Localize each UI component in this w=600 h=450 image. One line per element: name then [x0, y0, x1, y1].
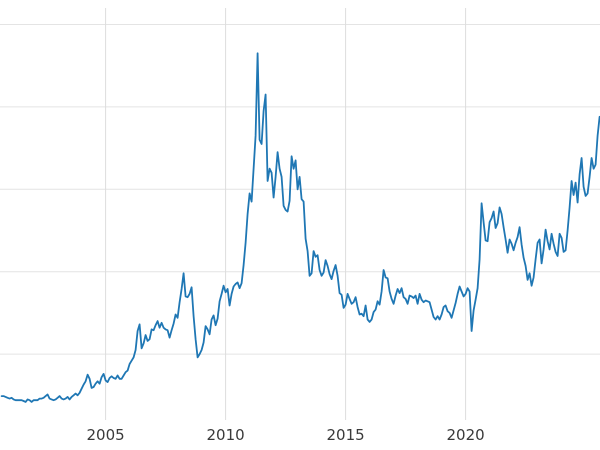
data-series [0, 52, 600, 403]
price-series-line [0, 52, 600, 403]
x-axis-tick-labels: 2005 2010 2015 2020 [87, 426, 485, 444]
x-tick-label: 2020 [447, 426, 485, 444]
x-tick-label: 2005 [87, 426, 125, 444]
x-tick-label: 2010 [207, 426, 245, 444]
x-tick-label: 2015 [327, 426, 365, 444]
vertical-gridlines [105, 8, 467, 420]
